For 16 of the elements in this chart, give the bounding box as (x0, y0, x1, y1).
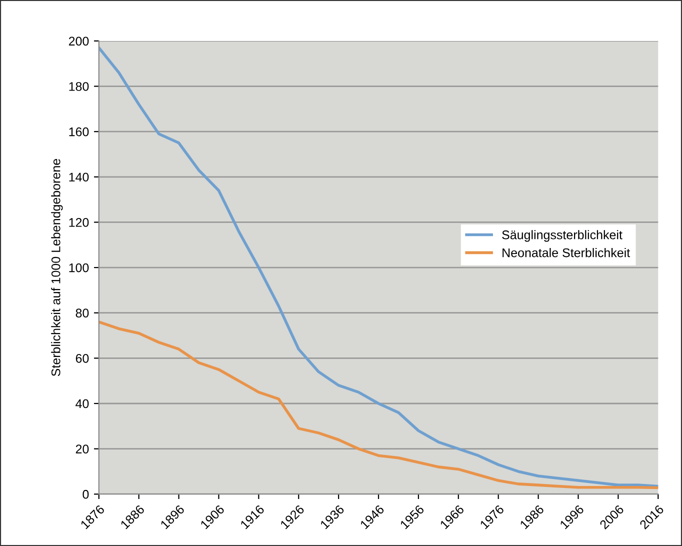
y-tick-label: 40 (76, 399, 89, 408)
y-tick-label: 100 (69, 263, 89, 272)
y-tick-label: 60 (76, 354, 89, 363)
legend-label: Säuglingssterblichkeit (502, 230, 622, 242)
y-tick-label: 180 (69, 82, 89, 91)
y-tick-label: 20 (76, 444, 89, 454)
y-tick-label: 80 (76, 308, 89, 318)
y-tick-label: 120 (69, 218, 89, 227)
y-axis-title: Sterblichkeit auf 1000 Lebendgeborene (51, 158, 63, 376)
line-series (98, 320, 658, 490)
y-tick-label: 0 (82, 490, 89, 499)
y-tick-label: 160 (69, 127, 89, 136)
y-tick-label: 140 (69, 172, 89, 182)
y-tick-label: 200 (68, 36, 89, 46)
legend-label: Neonatale Sterblichkeit (502, 248, 630, 258)
line-series (98, 46, 658, 488)
